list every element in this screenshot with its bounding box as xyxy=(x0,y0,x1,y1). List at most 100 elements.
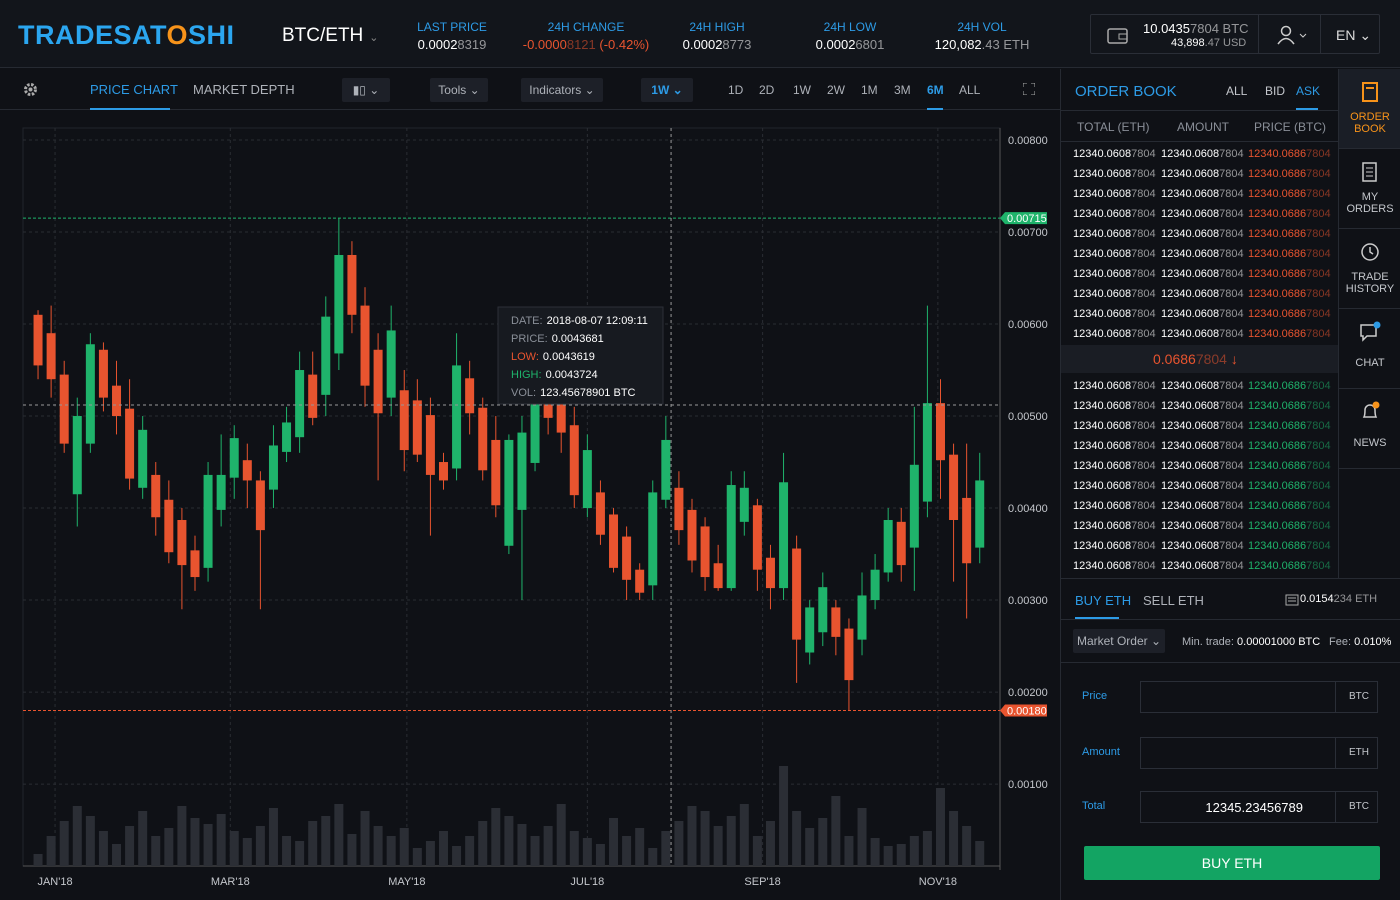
book-row[interactable]: 12340.06087804 12340.06087804 12340.068678… xyxy=(1061,436,1339,456)
tools[interactable]: Tools ⌄ xyxy=(430,78,488,102)
cell-main: 12340.0608 xyxy=(1161,440,1220,452)
language[interactable]: EN ⌄ xyxy=(1336,27,1372,43)
candle-body xyxy=(765,557,775,589)
range[interactable]: 6M xyxy=(927,83,944,97)
book-cell: 12340.06867804 xyxy=(1248,188,1331,200)
pair-select[interactable]: BTC/ETH ⌄ xyxy=(282,25,379,46)
book-cell: 12340.06087804 xyxy=(1161,500,1244,512)
book-row[interactable]: 12340.06087804 12340.06087804 12340.068678… xyxy=(1061,184,1339,204)
buy-button[interactable]: BUY ETH xyxy=(1084,846,1380,880)
cell-dim: 7804 xyxy=(1219,460,1244,472)
volume-bar xyxy=(556,804,566,866)
book-row[interactable]: 12340.06087804 12340.06087804 12340.068678… xyxy=(1061,304,1339,324)
last-dim: 7804 xyxy=(1195,351,1227,367)
tooltip-key: PRICE: xyxy=(511,333,548,345)
input[interactable]: BTC xyxy=(1140,681,1378,713)
book-filter[interactable]: ALL xyxy=(1226,84,1248,98)
book-row[interactable]: 12340.06087804 12340.06087804 12340.068678… xyxy=(1061,536,1339,556)
tooltip-row: VOL: 123.45678901 BTC xyxy=(511,387,636,399)
book-row[interactable]: 12340.06087804 12340.06087804 12340.068678… xyxy=(1061,396,1339,416)
logo[interactable]: TRADESATOSHI xyxy=(18,20,235,51)
cell-main: 12340.0686 xyxy=(1248,328,1307,340)
book-cell: 12340.06867804 xyxy=(1248,500,1331,512)
volume-bar xyxy=(491,808,501,866)
tooltip-key: DATE: xyxy=(511,315,543,327)
interval[interactable]: 1W ⌄ xyxy=(641,78,693,102)
sidebar-item[interactable]: MY ORDERS xyxy=(1339,149,1400,229)
book-row[interactable]: 12340.06087804 12340.06087804 12340.068678… xyxy=(1061,284,1339,304)
book-row[interactable]: 12340.06087804 12340.06087804 12340.068678… xyxy=(1061,476,1339,496)
sidebar-item[interactable]: ORDER BOOK xyxy=(1339,69,1400,149)
input[interactable]: 12345.23456789 BTC xyxy=(1140,791,1378,823)
user-menu[interactable] xyxy=(1277,25,1311,45)
book-row[interactable]: 12340.06087804 12340.06087804 12340.068678… xyxy=(1061,264,1339,284)
volume-bar xyxy=(831,796,841,866)
candle-body xyxy=(609,514,619,568)
sidebar-item[interactable]: TRADE HISTORY xyxy=(1339,229,1400,309)
volume-bar xyxy=(818,818,828,866)
book-row[interactable]: 12340.06087804 12340.06087804 12340.068678… xyxy=(1061,244,1339,264)
book-row[interactable]: 12340.06087804 12340.06087804 12340.068678… xyxy=(1061,204,1339,224)
book-row[interactable]: 12340.06087804 12340.06087804 12340.068678… xyxy=(1061,224,1339,244)
book-row[interactable]: 12340.06087804 12340.06087804 12340.068678… xyxy=(1061,516,1339,536)
trade-tab[interactable]: BUY ETH xyxy=(1075,593,1132,608)
volume-bar xyxy=(151,836,161,866)
book-cell: 12340.06867804 xyxy=(1248,460,1331,472)
sidebar-item[interactable]: CHAT xyxy=(1339,309,1400,389)
tab[interactable]: PRICE CHART xyxy=(90,82,178,97)
cell-main: 12340.0608 xyxy=(1161,288,1220,300)
book-filter[interactable]: ASK xyxy=(1296,84,1321,98)
book-row[interactable]: 12340.06087804 12340.06087804 12340.068678… xyxy=(1061,496,1339,516)
trade-tab[interactable]: SELL ETH xyxy=(1143,593,1204,608)
sidebar-icon xyxy=(1339,161,1400,187)
book-filter[interactable]: BID xyxy=(1265,84,1286,98)
candle-body xyxy=(779,482,789,589)
candle-body xyxy=(896,521,906,566)
range[interactable]: 1W xyxy=(793,83,811,97)
input[interactable]: ETH xyxy=(1140,737,1378,769)
sidebar-item[interactable]: NEWS xyxy=(1339,389,1400,469)
wallet-usd: 43,898.47 USD xyxy=(1171,37,1247,49)
book-row[interactable]: 12340.06087804 12340.06087804 12340.068678… xyxy=(1061,164,1339,184)
indicators[interactable]: Indicators ⌄ xyxy=(521,78,603,102)
cell-dim: 7804 xyxy=(1219,148,1244,160)
candle-body xyxy=(857,595,867,640)
book-row[interactable]: 12340.06087804 12340.06087804 12340.068678… xyxy=(1061,376,1339,396)
range[interactable]: 1D xyxy=(728,83,744,97)
cell-main: 12340.0608 xyxy=(1161,228,1220,240)
candle-body xyxy=(818,587,828,633)
fullscreen[interactable] xyxy=(1023,83,1035,95)
candle-body xyxy=(582,450,592,509)
volume-bar xyxy=(216,814,226,866)
cell-dim: 7804 xyxy=(1131,308,1156,320)
book-row[interactable]: 12340.06087804 12340.06087804 12340.068678… xyxy=(1061,324,1339,344)
book-row[interactable]: 12340.06087804 12340.06087804 12340.068678… xyxy=(1061,416,1339,436)
range[interactable]: ALL xyxy=(959,83,981,97)
wallet-icon xyxy=(1107,28,1128,44)
y-tick-label: 0.00500 xyxy=(1008,411,1048,423)
x-tick-label: JAN'18 xyxy=(37,876,72,888)
chart-type[interactable]: ▮▯ ⌄ xyxy=(342,78,390,102)
candle-body xyxy=(648,492,658,586)
book-cell: 12340.06867804 xyxy=(1248,560,1331,572)
book-row[interactable]: 12340.06087804 12340.06087804 12340.068678… xyxy=(1061,556,1339,576)
cell-main: 12340.0608 xyxy=(1161,560,1220,572)
order-type[interactable]: Market Order ⌄ xyxy=(1073,629,1165,653)
book-cell: 12340.06087804 xyxy=(1073,400,1156,412)
sidebar-icon xyxy=(1339,241,1400,267)
range[interactable]: 3M xyxy=(894,83,911,97)
book-row[interactable]: 12340.06087804 12340.06087804 12340.068678… xyxy=(1061,456,1339,476)
range[interactable]: 2W xyxy=(827,83,845,97)
volume-bar xyxy=(883,846,893,866)
settings[interactable] xyxy=(23,82,38,97)
stat-label: 24H CHANGE xyxy=(547,20,625,34)
input-unit: BTC xyxy=(1349,801,1369,812)
range[interactable]: 1M xyxy=(861,83,878,97)
volume-bar xyxy=(805,828,815,866)
range[interactable]: 2D xyxy=(759,83,775,97)
book-row[interactable]: 12340.06087804 12340.06087804 12340.068678… xyxy=(1061,144,1339,164)
tab[interactable]: MARKET DEPTH xyxy=(193,82,295,97)
candle-body xyxy=(59,374,69,444)
book-cell: 12340.06087804 xyxy=(1073,228,1156,240)
cell-main: 12340.0686 xyxy=(1248,148,1307,160)
